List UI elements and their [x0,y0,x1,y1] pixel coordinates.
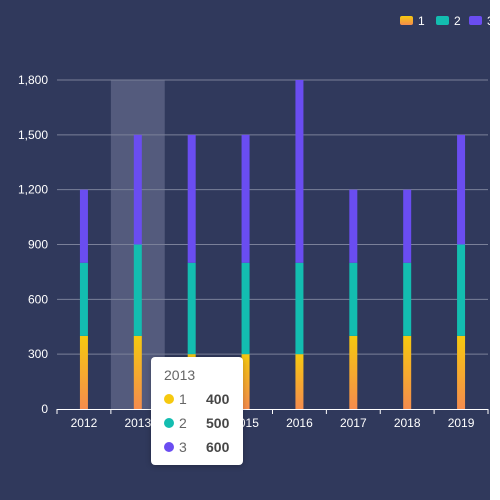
tooltip-series-1-name: 1 [179,391,187,407]
x-tick-label: 2013 [124,416,151,430]
bar-segment-2019-series-2 [457,244,466,336]
bar-segment-2016-series-1 [295,354,304,409]
x-tick-label: 2019 [448,416,475,430]
legend-swatch-series-1 [400,16,413,25]
bar-segment-2019-series-3 [457,134,466,245]
tooltip-row-1: 1 400 [164,391,239,407]
bar-segment-2015-series-2 [241,262,250,355]
bar-segment-2012-series-1 [79,335,88,409]
legend-label-series-2: 2 [454,14,461,28]
y-tick-label: 900 [28,238,48,252]
bar-segment-2012-series-2 [79,262,88,336]
legend-label-series-1: 1 [418,14,425,28]
bar-segment-2013-series-3 [133,134,142,245]
bar-segment-2015-series-3 [241,134,250,263]
legend-swatch-series-2 [436,16,449,25]
y-tick-label: 0 [41,402,48,416]
y-tick-label: 600 [28,292,48,306]
y-tick-label: 1,800 [18,73,48,87]
bar-segment-2018-series-2 [403,262,412,336]
x-tick-label: 2012 [71,416,98,430]
bar-segment-2016-series-2 [295,262,304,355]
bar-segment-2014-series-3 [187,134,196,263]
bar-segment-2013-series-2 [133,244,142,336]
tooltip-row-2: 2 500 [164,415,239,431]
bar-segment-2017-series-2 [349,262,358,336]
bar-segment-2017-series-3 [349,189,358,263]
tooltip-series-3-value: 600 [206,439,230,455]
bar-segment-2015-series-1 [241,354,250,409]
y-tick-label: 300 [28,347,48,361]
bar-segment-2017-series-1 [349,335,358,409]
bar-segment-2019-series-1 [457,335,466,409]
y-tick-label: 1,200 [18,183,48,197]
tooltip-series-2-value: 500 [206,415,230,431]
x-tick-label: 2018 [394,416,421,430]
tooltip-series-2-name: 2 [179,415,187,431]
bar-segment-2013-series-1 [133,335,142,409]
legend-label-series-3: 3 [487,14,490,28]
tooltip-row-3: 3 600 [164,439,239,455]
tooltip-series-3-name: 3 [179,439,187,455]
tooltip-series-1-dot [164,394,174,404]
legend-swatch-series-3 [469,16,482,25]
bar-segment-2016-series-3 [295,80,304,263]
x-tick-label: 2017 [340,416,367,430]
bar-segment-2014-series-2 [187,262,196,355]
tooltip-series-1-value: 400 [206,391,230,407]
y-tick-label: 1,500 [18,128,48,142]
tooltip-series-2-dot [164,418,174,428]
tooltip: 2013 1 400 2 500 3 600 [151,357,243,465]
bar-segment-2018-series-3 [403,189,412,263]
x-tick-label: 2016 [286,416,313,430]
bar-segment-2012-series-3 [79,189,88,263]
tooltip-series-3-dot [164,442,174,452]
bar-segment-2018-series-1 [403,335,412,409]
tooltip-title: 2013 [164,367,196,383]
